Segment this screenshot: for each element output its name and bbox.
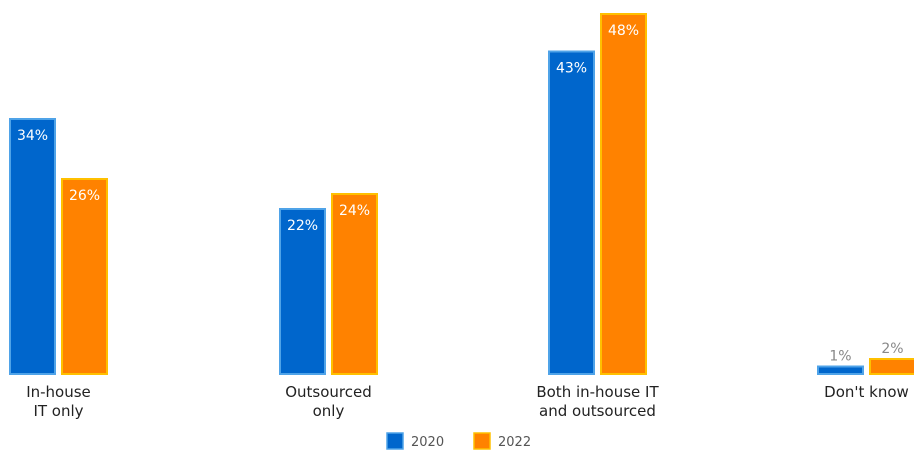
bar-2022-3 — [869, 358, 914, 375]
bar-value-label: 24% — [339, 203, 370, 219]
legend-swatch-2022 — [473, 432, 491, 450]
category-label: Both in-house IT and outsourced — [536, 383, 659, 420]
bar-2022-2 — [600, 13, 647, 375]
bar-2022-1 — [331, 193, 378, 375]
bar-value-label: 43% — [556, 61, 587, 77]
category-label: Don't know — [824, 383, 909, 401]
legend-swatch-2020 — [386, 432, 404, 450]
bar-value-label: 34% — [17, 128, 48, 144]
bar-value-label: 48% — [608, 23, 639, 39]
legend-label-2020: 2020 — [411, 435, 444, 450]
category-label: Outsourced only — [285, 383, 372, 420]
bar-2022-0 — [61, 178, 108, 375]
bar-2020-0 — [9, 118, 56, 375]
bar-value-label: 26% — [69, 188, 100, 204]
category-label: In-house IT only — [26, 383, 91, 420]
bar-2020-3 — [817, 365, 864, 375]
legend-label-2022: 2022 — [498, 435, 531, 450]
bar-value-label: 22% — [287, 218, 318, 234]
bar-2020-2 — [548, 50, 595, 375]
bar-2020-1 — [279, 208, 326, 375]
bar-value-label: 1% — [829, 349, 851, 365]
bar-value-label: 2% — [881, 341, 903, 357]
